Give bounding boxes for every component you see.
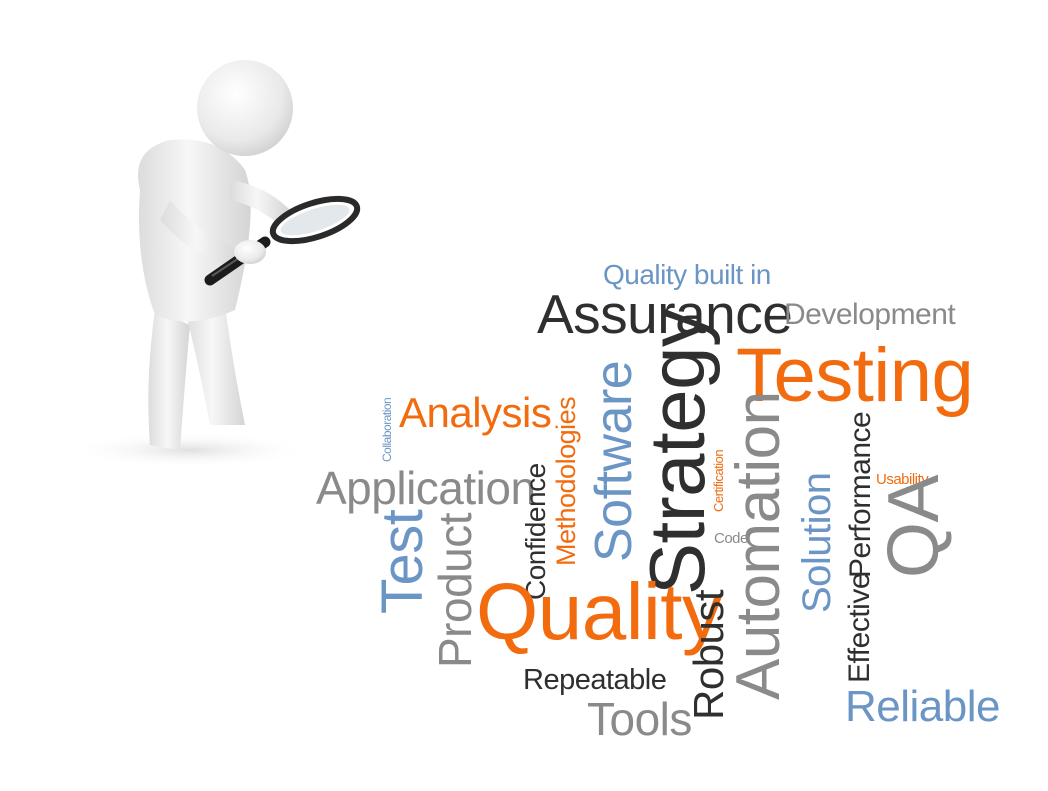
word-analysis: Analysis [399, 389, 552, 436]
word-performance: Performance [844, 411, 877, 578]
word-effective: Effective [843, 572, 876, 683]
word-development: Development [784, 298, 956, 331]
word-assurance: Assurance [537, 283, 793, 345]
word-product: Product [429, 512, 481, 668]
word-application: Application [316, 462, 536, 514]
word-test: Test [370, 509, 435, 614]
word-reliable: Reliable [845, 682, 1000, 731]
person-with-magnifying-glass-icon [70, 60, 361, 468]
word-usability: Usability [876, 471, 929, 488]
word-tools: Tools [587, 693, 692, 745]
word-methodologies: Methodologies [551, 396, 581, 566]
word-collaboration: Collaboration [380, 397, 394, 462]
word-code: Code [714, 530, 748, 547]
word-solution: Solution [795, 472, 839, 613]
word-qa: QA [874, 474, 954, 578]
word-quality: Quality [476, 567, 722, 656]
word-strategy: Strategy [633, 308, 721, 595]
word-quality-built-in: Quality built in [603, 259, 771, 290]
word-testing: Testing [736, 333, 974, 418]
word-robust: Robust [685, 589, 732, 720]
word-repeatable: Repeatable [523, 664, 667, 696]
